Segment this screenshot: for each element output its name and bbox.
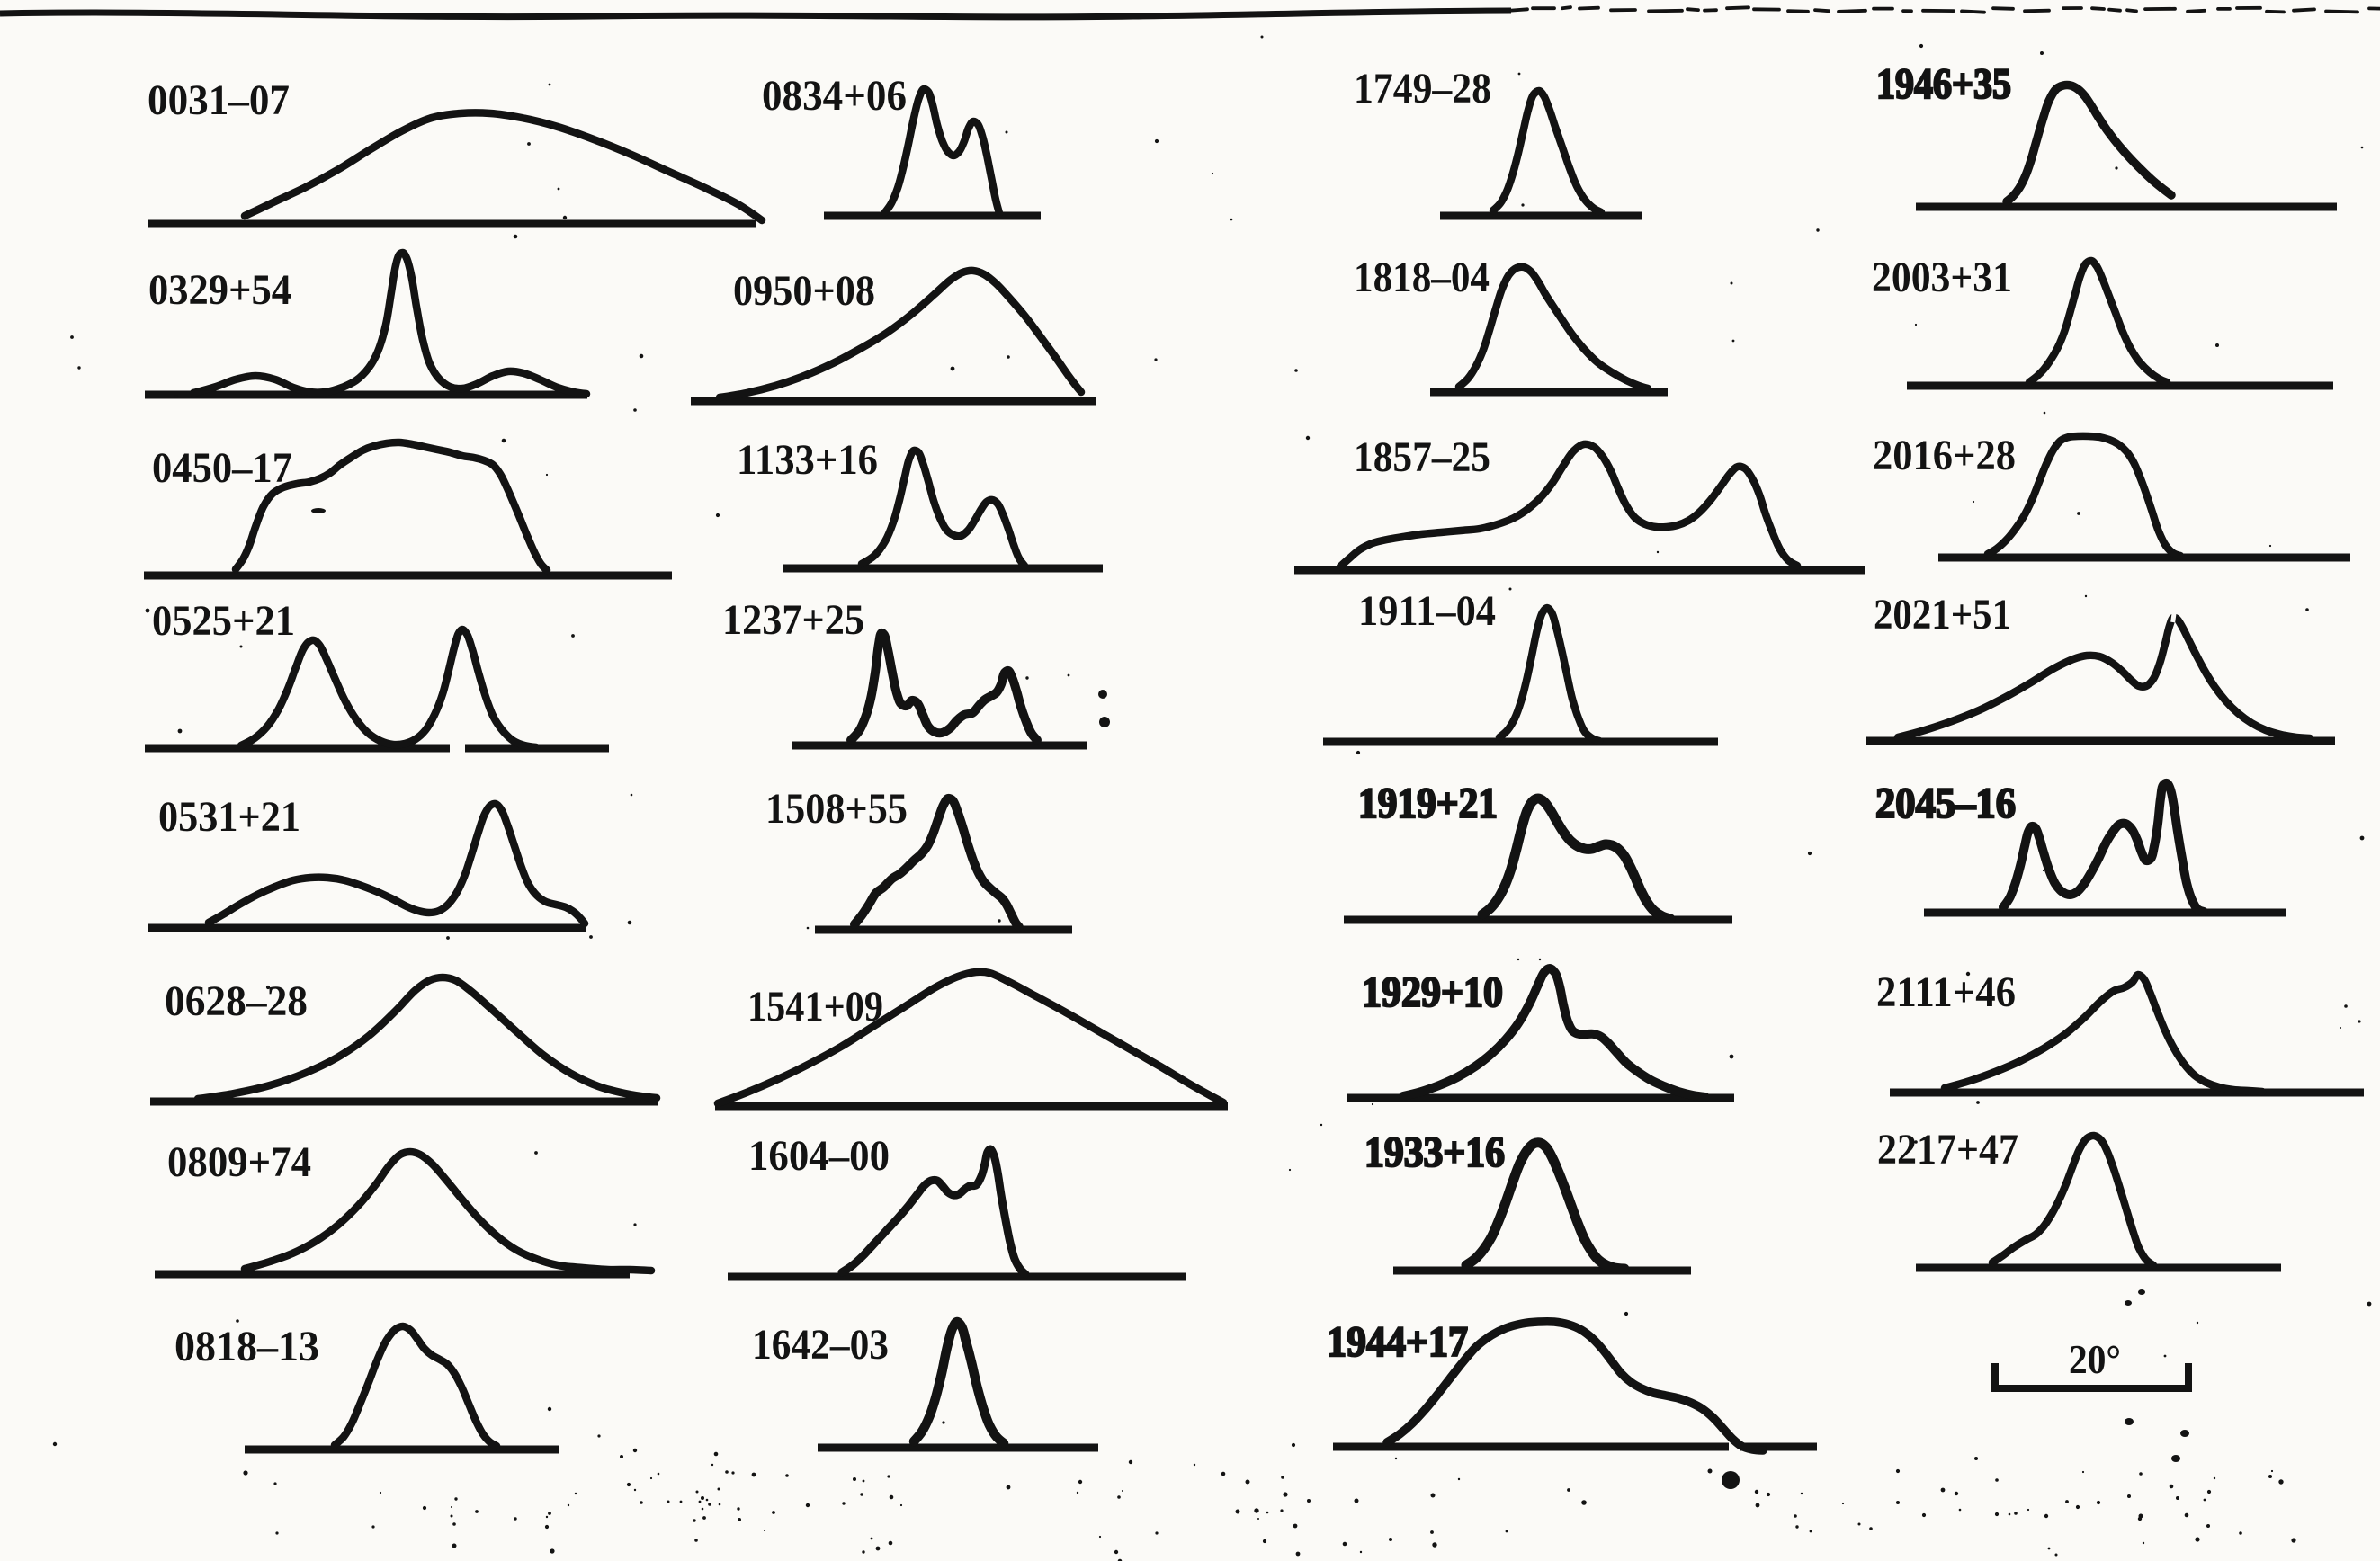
svg-text:1818–04: 1818–04 <box>1354 254 1490 301</box>
svg-text:0329+54: 0329+54 <box>148 266 291 314</box>
svg-text:2021+51: 2021+51 <box>1874 591 2011 638</box>
svg-text:2217+47: 2217+47 <box>1877 1126 2018 1173</box>
svg-text:1541+09: 1541+09 <box>747 983 883 1030</box>
svg-text:0818–13: 0818–13 <box>174 1323 319 1370</box>
svg-text:2111+46: 2111+46 <box>1876 968 2016 1016</box>
svg-text:1237+25: 1237+25 <box>722 596 864 644</box>
svg-text:1933+16: 1933+16 <box>1364 1128 1505 1176</box>
svg-text:0450–17: 0450–17 <box>152 444 292 492</box>
svg-text:0809+74: 0809+74 <box>167 1138 311 1186</box>
svg-text:0525+21: 0525+21 <box>152 597 295 645</box>
svg-text:0950+08: 0950+08 <box>733 267 875 315</box>
svg-text:0031–07: 0031–07 <box>148 76 290 124</box>
svg-text:0628–28: 0628–28 <box>165 977 308 1025</box>
svg-text:1749–28: 1749–28 <box>1354 65 1491 112</box>
svg-text:0531+21: 0531+21 <box>158 793 300 841</box>
svg-text:1919+21: 1919+21 <box>1358 780 1498 827</box>
svg-text:0834+06: 0834+06 <box>762 72 907 120</box>
svg-text:1508+55: 1508+55 <box>765 785 908 833</box>
svg-text:1944+17: 1944+17 <box>1327 1318 1468 1366</box>
svg-text:20°: 20° <box>2069 1336 2121 1382</box>
svg-text:2003+31: 2003+31 <box>1872 254 2012 301</box>
svg-text:1929+10: 1929+10 <box>1362 968 1503 1016</box>
svg-text:1946+35: 1946+35 <box>1876 60 2011 108</box>
svg-text:1642–03: 1642–03 <box>752 1321 889 1369</box>
svg-text:1133+16: 1133+16 <box>737 436 878 484</box>
svg-text:2016+28: 2016+28 <box>1873 432 2016 479</box>
svg-text:1911–04: 1911–04 <box>1358 587 1496 635</box>
svg-text:1604–00: 1604–00 <box>748 1132 890 1180</box>
svg-text:2045–16: 2045–16 <box>1875 780 2016 827</box>
svg-text:1857–25: 1857–25 <box>1354 433 1490 481</box>
